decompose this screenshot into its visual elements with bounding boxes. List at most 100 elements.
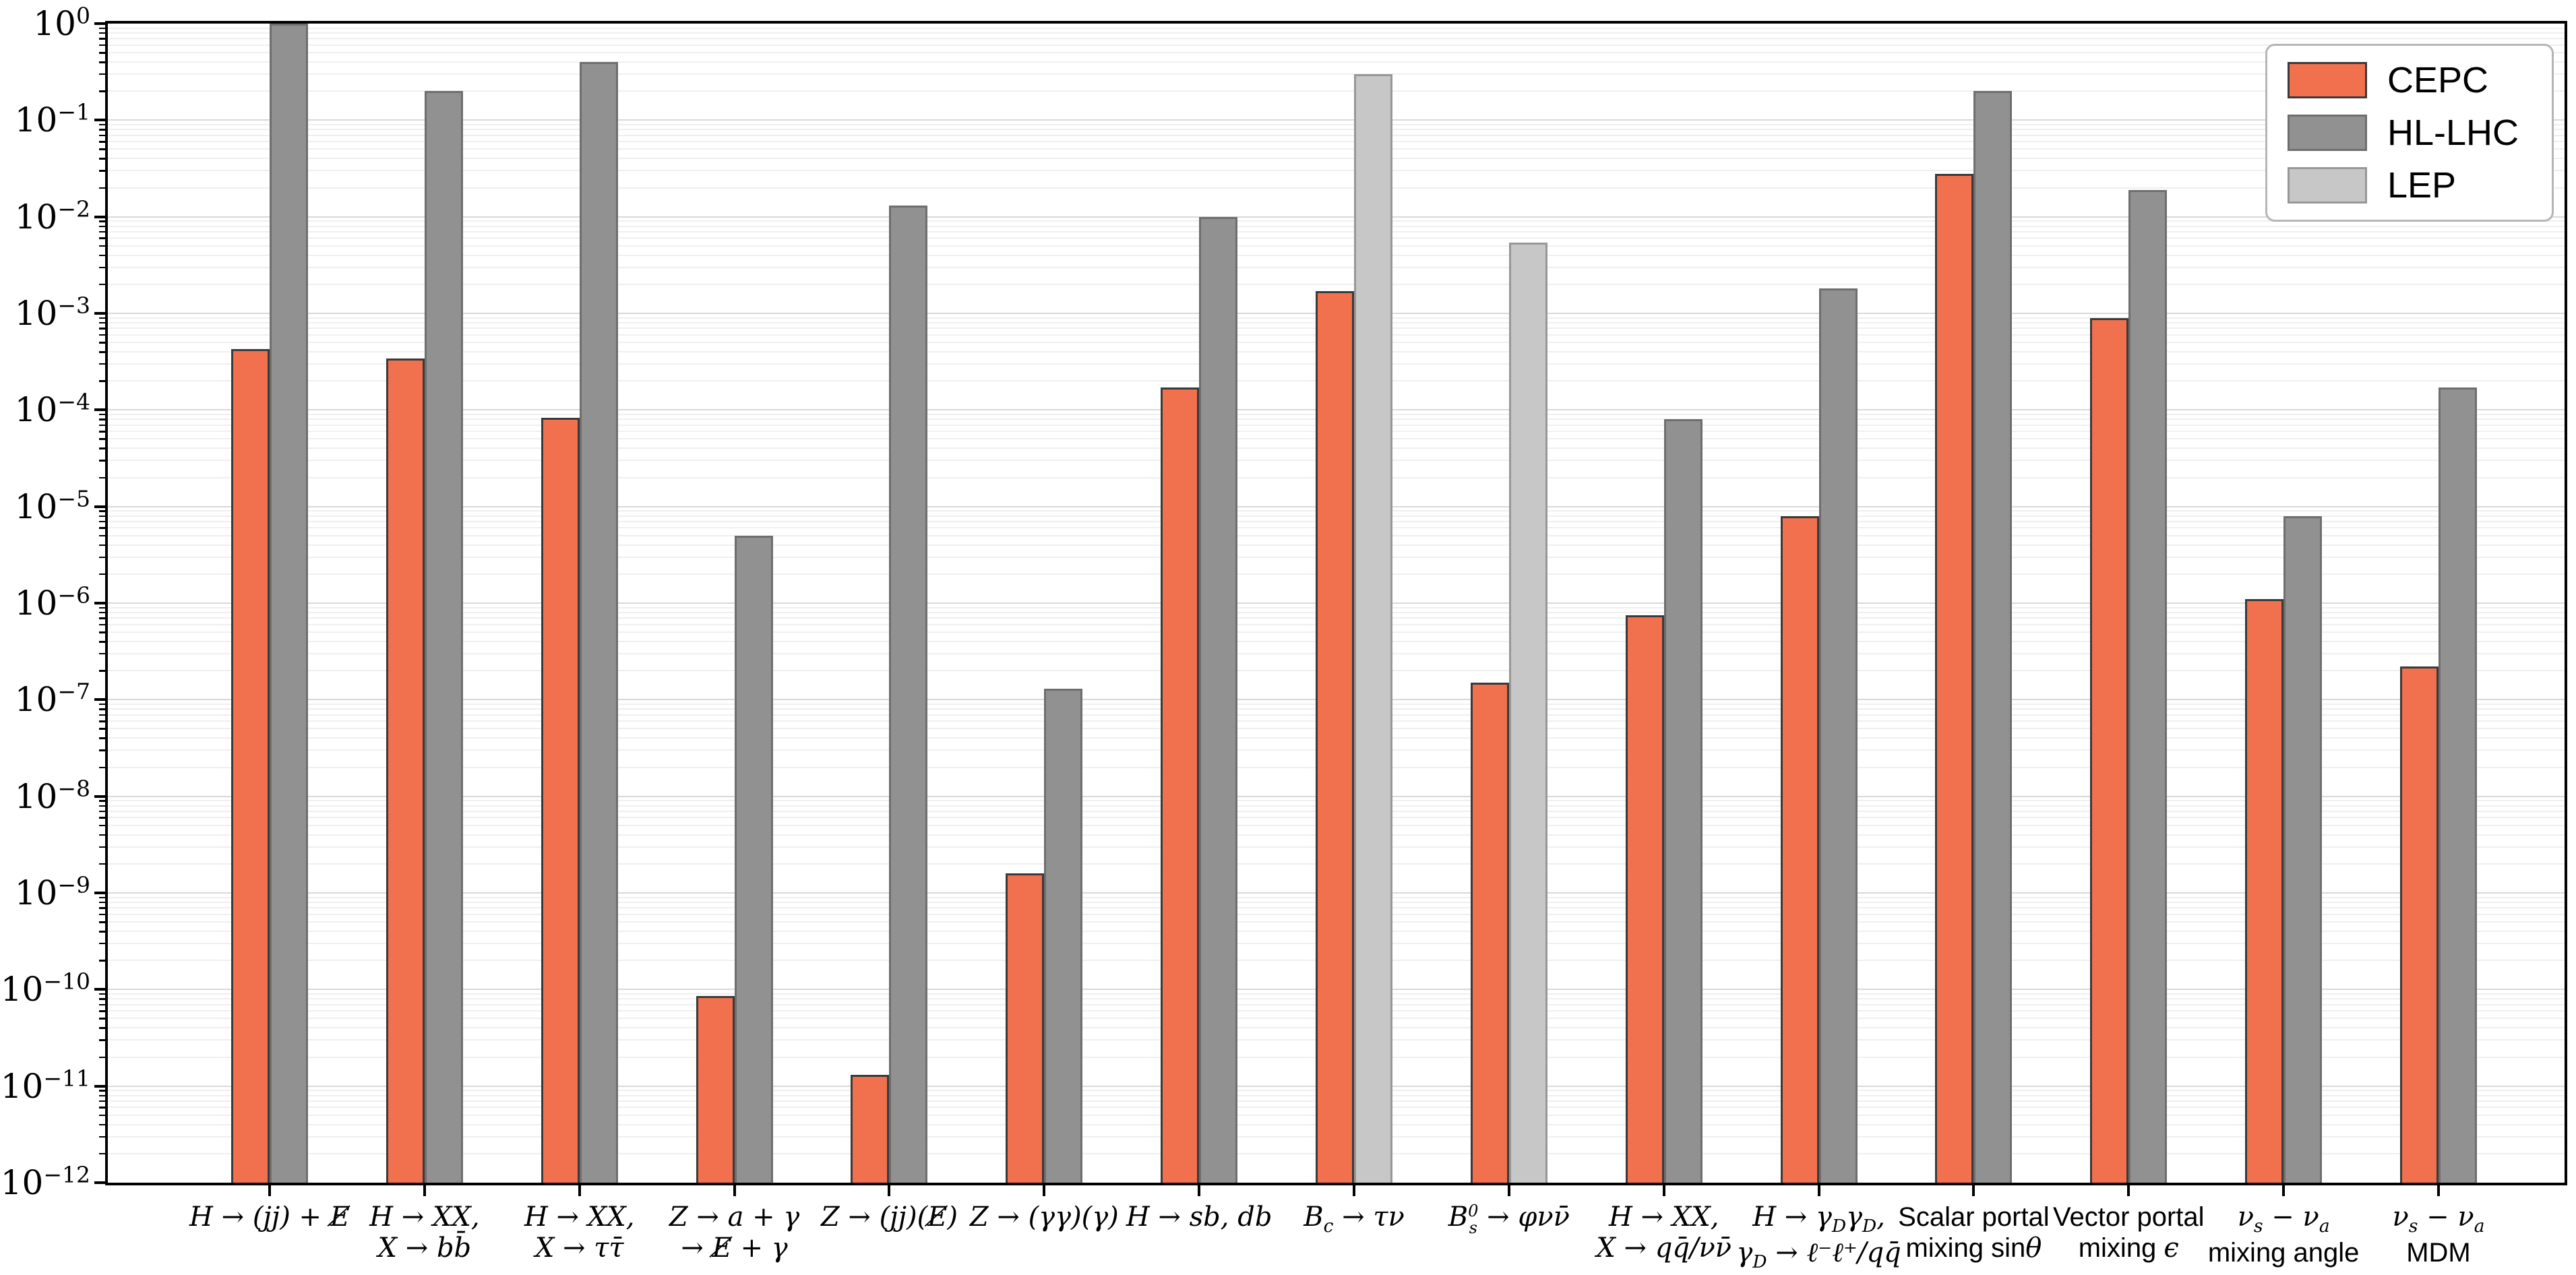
gridline-minor: [108, 38, 2565, 40]
y-tick-label-10e0: 100: [33, 2, 90, 43]
y-axis-minor-tick: [99, 913, 105, 916]
legend-swatch-lep: [2288, 167, 2367, 204]
y-axis-minor-tick: [99, 611, 105, 614]
bar-hl-lhc-nus-nua-mixing: [2283, 516, 2323, 1183]
gridline-minor: [108, 27, 2565, 29]
y-axis-minor-tick: [99, 321, 105, 324]
bar-cepc-h-xx-tautau: [541, 417, 580, 1183]
bar-hl-lhc-h-xx-qq-nunu: [1663, 419, 1703, 1183]
y-axis-minor-tick: [99, 61, 105, 63]
y-tick-label-10e-8: 10−8: [14, 775, 90, 816]
bar-cepc-scalar-portal: [1935, 173, 1974, 1183]
y-axis-minor-tick: [99, 652, 105, 655]
y-axis-minor-tick: [99, 714, 105, 716]
y-axis-minor-tick: [99, 921, 105, 923]
y-axis-major-tick: [94, 602, 105, 604]
x-axis-tick-nus-nua-mixing: [2282, 1185, 2286, 1196]
x-axis-tick-h-xx-qq-nunu: [1662, 1185, 1665, 1196]
bar-cepc-z-a-gamma: [696, 996, 735, 1183]
x-axis-tick-bc-taunu: [1352, 1185, 1355, 1196]
y-axis-minor-tick: [99, 460, 105, 462]
x-tick-label-h-xx-tautau: H → XX, X → ττ̄: [524, 1202, 635, 1264]
x-axis-tick-vector-portal: [2127, 1185, 2130, 1196]
y-axis-minor-tick: [99, 1003, 105, 1006]
y-tick-label-10e-4: 10−4: [14, 388, 90, 430]
legend-row-cepc: CEPC: [2288, 62, 2532, 98]
y-axis-minor-tick: [99, 960, 105, 962]
y-axis-minor-tick: [99, 800, 105, 802]
bar-hl-lhc-h-sb-db: [1199, 216, 1238, 1183]
bar-cepc-z-jj-met: [851, 1075, 890, 1183]
y-axis-minor-tick: [99, 148, 105, 150]
y-axis-minor-tick: [99, 134, 105, 137]
y-axis-minor-tick: [99, 123, 105, 126]
x-tick-label-bc-taunu: Bc → τν: [1304, 1202, 1405, 1237]
y-axis-minor-tick: [99, 810, 105, 813]
y-axis-major-tick: [94, 698, 105, 702]
y-axis-minor-tick: [99, 931, 105, 933]
y-axis-minor-tick: [99, 431, 105, 433]
y-axis-minor-tick: [99, 907, 105, 909]
y-axis-minor-tick: [99, 225, 105, 228]
y-axis-major-tick: [94, 892, 105, 894]
y-axis-minor-tick: [99, 438, 105, 440]
x-axis-tick-h-xx-bb: [423, 1185, 426, 1196]
y-axis-minor-tick: [99, 544, 105, 547]
x-axis-tick-nus-nua-mdm: [2436, 1185, 2440, 1196]
gridline-minor: [108, 225, 2565, 227]
y-tick-label-10e-10: 10−10: [0, 968, 90, 1009]
y-axis-major-tick: [94, 215, 105, 218]
y-axis-minor-tick: [99, 380, 105, 382]
y-axis-minor-tick: [99, 220, 105, 222]
bar-cepc-nus-nua-mixing: [2245, 599, 2284, 1183]
y-axis-minor-tick: [99, 1090, 105, 1092]
legend-label-cepc: CEPC: [2387, 60, 2489, 100]
y-axis-minor-tick: [99, 1100, 105, 1102]
bar-cepc-bc-taunu: [1315, 290, 1354, 1183]
y-axis-minor-tick: [99, 363, 105, 365]
bar-hl-lhc-nus-nua-mdm: [2438, 387, 2477, 1183]
y-axis-minor-tick: [99, 447, 105, 449]
y-axis-minor-tick: [99, 737, 105, 739]
bar-hl-lhc-h-xx-tautau: [579, 62, 618, 1183]
y-tick-label-10e-9: 10−9: [14, 871, 90, 912]
y-axis-minor-tick: [99, 901, 105, 904]
y-axis-minor-tick: [99, 73, 105, 75]
y-axis-minor-tick: [99, 728, 105, 730]
gridline-minor: [108, 32, 2565, 34]
x-tick-label-h-jj-met: H → (jj) + E̸: [189, 1202, 350, 1233]
y-axis-minor-tick: [99, 158, 105, 160]
legend-row-hl-lhc: HL-LHC: [2288, 115, 2532, 151]
gridline-minor: [108, 123, 2565, 125]
y-tick-label-10e-11: 10−11: [0, 1065, 90, 1106]
y-axis-minor-tick: [99, 556, 105, 559]
bar-cepc-h-sb-db: [1161, 387, 1200, 1183]
x-tick-label-h-xx-qq-nunu: H → XX, X → qq̄/νν̄: [1596, 1202, 1732, 1264]
y-axis-minor-tick: [99, 720, 105, 722]
gridline-minor: [108, 158, 2565, 160]
y-axis-minor-tick: [99, 32, 105, 34]
y-axis-minor-tick: [99, 44, 105, 46]
x-axis-tick-bs0-phinunu: [1507, 1185, 1510, 1196]
bar-lep-bc-taunu: [1353, 73, 1392, 1183]
y-axis-minor-tick: [99, 413, 105, 416]
y-axis-minor-tick: [99, 896, 105, 899]
y-axis-minor-tick: [99, 863, 105, 865]
legend: CEPC HL-LHC LEP: [2265, 44, 2554, 222]
y-axis-minor-tick: [99, 476, 105, 479]
gridline-minor: [108, 134, 2565, 136]
y-axis-major-tick: [94, 22, 105, 25]
y-axis-minor-tick: [99, 141, 105, 143]
y-axis-minor-tick: [99, 317, 105, 319]
y-axis-minor-tick: [99, 641, 105, 643]
y-axis-minor-tick: [99, 52, 105, 54]
gridline-minor: [108, 245, 2565, 247]
y-tick-label-10e-7: 10−7: [14, 678, 90, 720]
y-axis-minor-tick: [99, 1056, 105, 1059]
legend-swatch-cepc: [2288, 62, 2367, 98]
y-axis-minor-tick: [99, 708, 105, 710]
y-tick-label-10e-5: 10−5: [14, 485, 90, 526]
x-axis-tick-z-gg-gamma: [1043, 1185, 1046, 1196]
y-tick-label-10e-12: 10−12: [0, 1161, 90, 1202]
